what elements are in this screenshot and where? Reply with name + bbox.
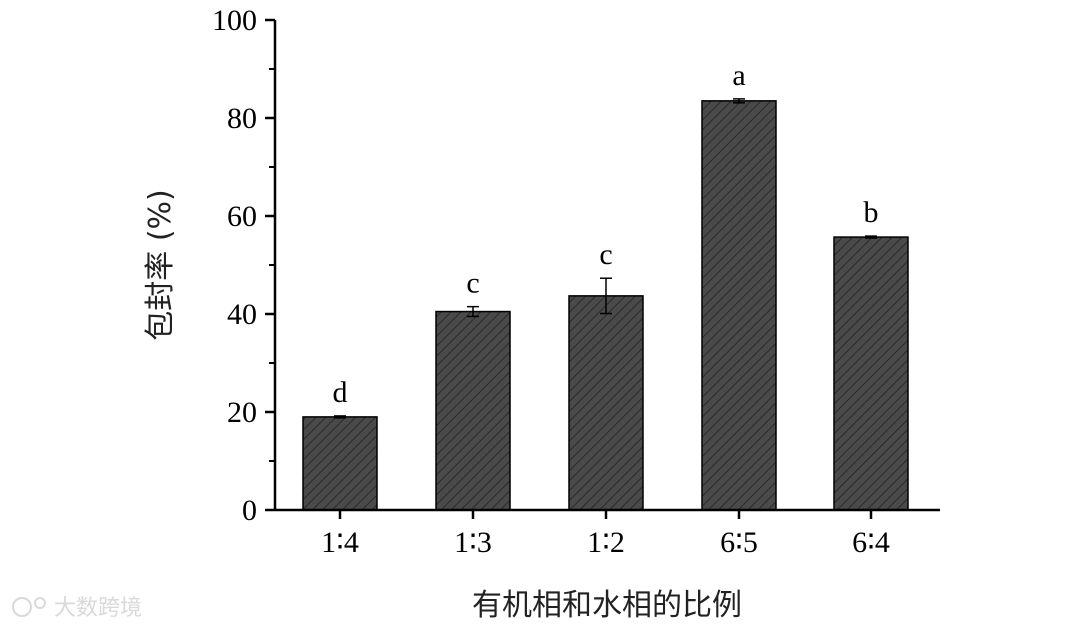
significance-label: b xyxy=(864,196,879,229)
x-tick-label: 6∶5 xyxy=(720,526,758,559)
significance-label: a xyxy=(732,59,745,92)
bar xyxy=(701,100,777,511)
y-tick-label: 60 xyxy=(227,200,257,233)
watermark-logo-icon xyxy=(12,597,32,617)
watermark-text: 大数跨境 xyxy=(54,596,142,621)
watermark-logo-icon-dot xyxy=(34,597,46,609)
x-ticks-group: 1∶4 1∶3 1∶2 6∶5 6∶4 xyxy=(321,510,890,559)
x-tick-label: 1∶4 xyxy=(321,526,359,559)
x-tick-label: 1∶3 xyxy=(454,526,492,559)
watermark: 大数跨境 xyxy=(12,596,142,621)
bar xyxy=(568,295,644,511)
x-tick-label: 6∶4 xyxy=(852,526,890,559)
x-tick-label: 1∶2 xyxy=(587,526,625,559)
error-bars-group xyxy=(334,98,877,419)
significance-labels-group: d c c a b xyxy=(333,59,879,409)
bar xyxy=(302,416,378,511)
significance-label: c xyxy=(466,267,479,300)
y-axis-title: 包封率 (%) xyxy=(143,189,178,340)
y-tick-label: 0 xyxy=(242,494,257,527)
significance-label: d xyxy=(333,376,348,409)
bar xyxy=(435,310,511,511)
y-tick-label: 40 xyxy=(227,298,257,331)
significance-label: c xyxy=(599,238,612,271)
x-axis-title: 有机相和水相的比例 xyxy=(472,588,742,623)
bar xyxy=(833,236,909,511)
y-tick-label: 20 xyxy=(227,396,257,429)
y-tick-label: 100 xyxy=(212,4,257,37)
y-tick-label: 80 xyxy=(227,102,257,135)
y-ticks-group: 0 20 40 60 80 100 xyxy=(212,4,275,527)
